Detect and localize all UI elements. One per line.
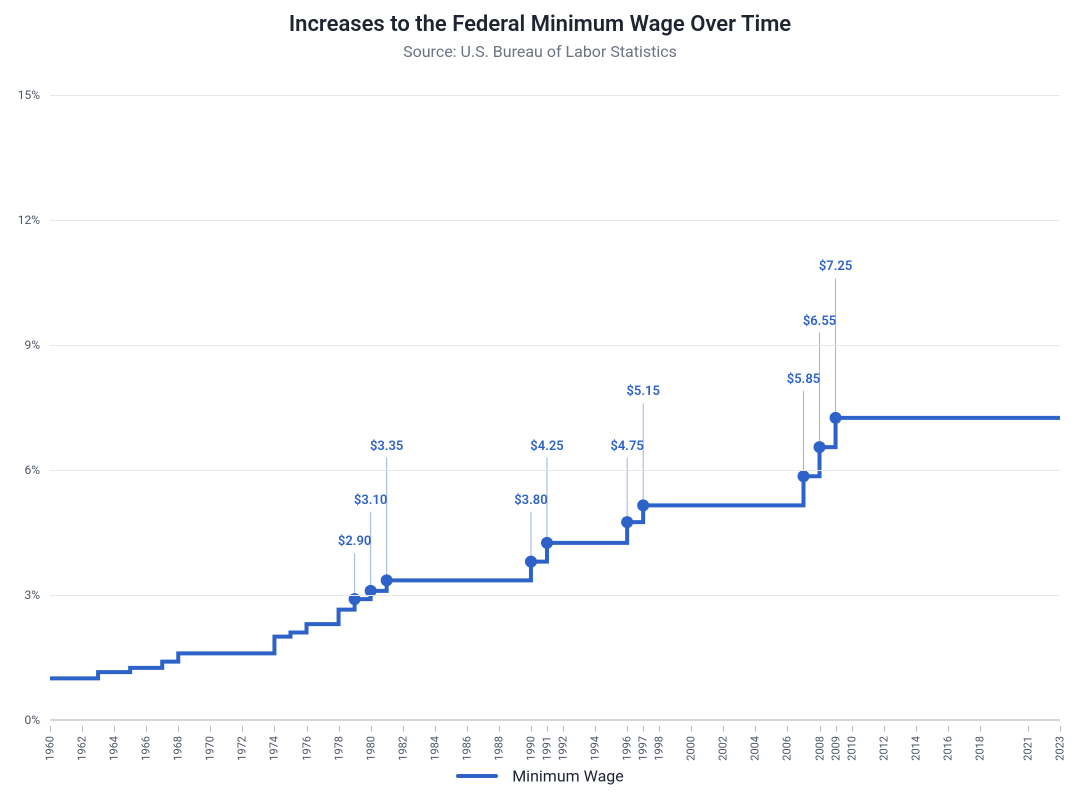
x-tick-label: 1996 xyxy=(621,736,634,761)
chart-subtitle: Source: U.S. Bureau of Labor Statistics xyxy=(0,42,1080,61)
x-tick-label: 1966 xyxy=(140,736,153,761)
x-tick-label: 1974 xyxy=(268,736,281,761)
x-tick-label: 2006 xyxy=(781,736,794,761)
annotation-label: $5.15 xyxy=(626,384,659,403)
y-gridline xyxy=(50,345,1060,346)
x-tick-label: 1972 xyxy=(236,736,249,761)
x-tick-label: 2004 xyxy=(749,736,762,761)
x-tick-label: 1978 xyxy=(332,736,345,761)
x-tick-label: 1998 xyxy=(653,736,666,761)
x-tick-label: 1962 xyxy=(76,736,89,761)
x-tick-label: 1986 xyxy=(460,736,473,761)
x-tick-label: 1968 xyxy=(172,736,185,761)
chart-plot-area: 0%3%6%9%12%15%19601962196419661968197019… xyxy=(50,95,1060,720)
y-tick-label: 6% xyxy=(24,463,50,477)
annotation-label: $4.25 xyxy=(530,439,563,458)
data-marker xyxy=(525,556,537,568)
x-tick-label: 2010 xyxy=(845,736,858,761)
x-tick-label: 1984 xyxy=(428,736,441,761)
x-tick-label: 1960 xyxy=(44,736,57,761)
y-gridline xyxy=(50,220,1060,221)
annotation-label: $4.75 xyxy=(610,439,643,458)
annotation-label: $3.35 xyxy=(370,439,403,458)
y-tick-label: 3% xyxy=(24,588,50,602)
x-tick-label: 1997 xyxy=(637,736,650,761)
x-tick-label: 2021 xyxy=(1021,736,1034,761)
y-tick-label: 0% xyxy=(24,713,50,727)
data-marker xyxy=(830,412,842,424)
x-tick-label: 1980 xyxy=(364,736,377,761)
data-marker xyxy=(814,441,826,453)
chart-title: Increases to the Federal Minimum Wage Ov… xyxy=(0,12,1080,37)
y-gridline xyxy=(50,595,1060,596)
x-tick-label: 2014 xyxy=(909,736,922,761)
x-tick-label: 2016 xyxy=(941,736,954,761)
data-marker xyxy=(797,470,809,482)
x-tick-label: 1992 xyxy=(557,736,570,761)
legend: Minimum Wage xyxy=(0,765,1080,785)
annotation-label: $7.25 xyxy=(819,259,852,278)
x-tick-label: 2000 xyxy=(685,736,698,761)
x-tick-label: 1970 xyxy=(204,736,217,761)
x-tick-label: 1988 xyxy=(492,736,505,761)
legend-label: Minimum Wage xyxy=(512,766,624,785)
chart-container: Increases to the Federal Minimum Wage Ov… xyxy=(0,0,1080,795)
x-tick-label: 1991 xyxy=(540,736,553,761)
annotation-label: $3.10 xyxy=(354,493,387,512)
annotation-label: $2.90 xyxy=(338,534,371,553)
y-tick-label: 15% xyxy=(18,88,50,102)
data-marker xyxy=(621,516,633,528)
legend-swatch xyxy=(456,774,498,778)
x-tick-label: 1976 xyxy=(300,736,313,761)
x-tick-label: 2018 xyxy=(973,736,986,761)
x-tick-label: 1994 xyxy=(589,736,602,761)
data-marker xyxy=(541,537,553,549)
annotation-label: $3.80 xyxy=(514,493,547,512)
x-tick-label: 2002 xyxy=(717,736,730,761)
chart-svg xyxy=(50,95,1060,720)
annotation-label: $5.85 xyxy=(787,372,820,391)
data-marker xyxy=(381,574,393,586)
x-tick-label: 1990 xyxy=(524,736,537,761)
y-tick-label: 12% xyxy=(18,213,50,227)
y-gridline xyxy=(50,720,1060,721)
y-tick-label: 9% xyxy=(24,338,50,352)
annotation-label: $6.55 xyxy=(803,314,836,333)
x-tick-label: 1982 xyxy=(396,736,409,761)
y-gridline xyxy=(50,95,1060,96)
x-tick-label: 2012 xyxy=(877,736,890,761)
data-marker xyxy=(637,499,649,511)
x-tick-label: 1964 xyxy=(108,736,121,761)
x-tick-label: 2023 xyxy=(1054,736,1067,761)
y-gridline xyxy=(50,470,1060,471)
x-tick-label: 2009 xyxy=(829,736,842,761)
x-tick-label: 2008 xyxy=(813,736,826,761)
